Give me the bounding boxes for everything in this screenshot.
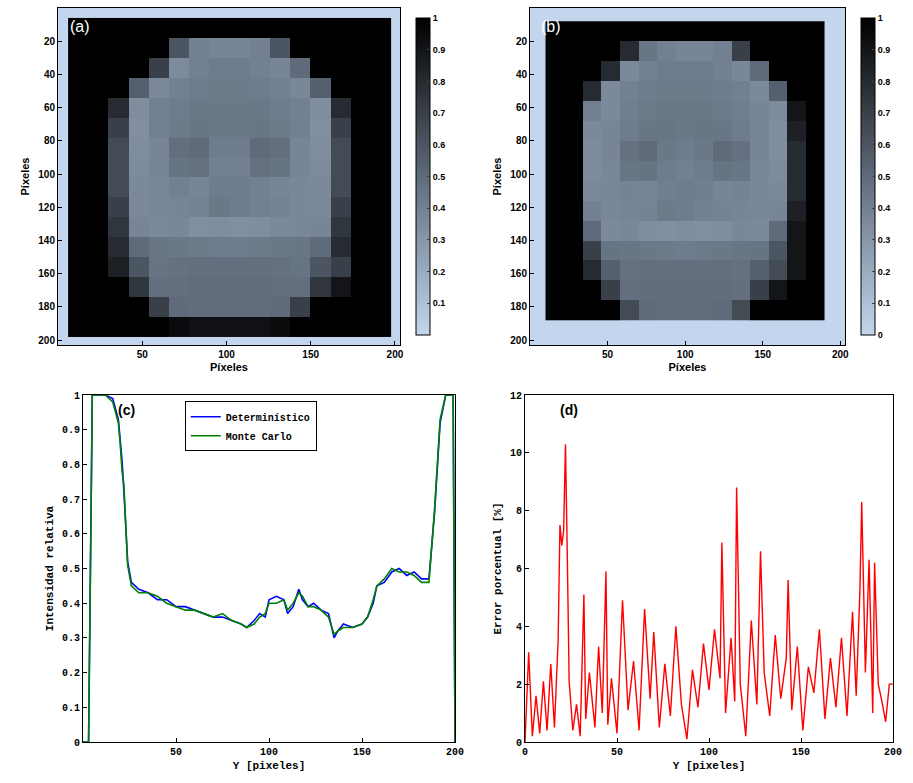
svg-text:0: 0	[522, 747, 528, 758]
svg-text:0: 0	[74, 738, 80, 749]
svg-text:Píxeles: Píxeles	[491, 158, 503, 196]
svg-text:0.9: 0.9	[62, 425, 80, 436]
svg-text:50: 50	[170, 747, 182, 758]
svg-text:1: 1	[74, 391, 80, 402]
svg-text:80: 80	[44, 135, 56, 146]
svg-text:0.1: 0.1	[62, 703, 80, 714]
svg-text:0.3: 0.3	[878, 235, 891, 245]
svg-text:Error porcentual [%]: Error porcentual [%]	[492, 502, 504, 634]
svg-text:60: 60	[44, 102, 56, 113]
svg-text:160: 160	[510, 268, 527, 279]
svg-text:0.4: 0.4	[878, 203, 891, 213]
svg-text:150: 150	[754, 349, 771, 360]
svg-text:150: 150	[353, 747, 371, 758]
svg-text:Y [pixeles]: Y [pixeles]	[673, 760, 746, 772]
svg-text:12: 12	[510, 391, 522, 402]
svg-text:200: 200	[446, 747, 464, 758]
svg-text:1: 1	[878, 13, 883, 23]
svg-text:0: 0	[516, 738, 522, 749]
svg-text:0.8: 0.8	[433, 77, 446, 87]
svg-text:0.7: 0.7	[62, 495, 80, 506]
svg-text:0: 0	[878, 330, 883, 340]
svg-text:0.1: 0.1	[433, 298, 446, 308]
svg-text:50: 50	[137, 349, 149, 360]
svg-text:100: 100	[38, 169, 55, 180]
svg-text:100: 100	[260, 747, 278, 758]
svg-text:10: 10	[510, 448, 522, 459]
svg-text:100: 100	[700, 747, 718, 758]
svg-text:120: 120	[38, 202, 55, 213]
svg-text:0.6: 0.6	[433, 140, 446, 150]
svg-text:0.2: 0.2	[878, 267, 891, 277]
svg-text:(b): (b)	[541, 18, 561, 35]
svg-text:100: 100	[677, 349, 694, 360]
svg-text:Monte Carlo: Monte Carlo	[226, 432, 292, 443]
svg-text:0.3: 0.3	[433, 235, 446, 245]
svg-text:0.9: 0.9	[878, 45, 891, 55]
svg-text:140: 140	[510, 235, 527, 246]
svg-text:20: 20	[44, 36, 56, 47]
svg-text:160: 160	[38, 268, 55, 279]
svg-text:(a): (a)	[70, 18, 90, 35]
svg-text:8: 8	[516, 506, 522, 517]
svg-text:100: 100	[218, 349, 235, 360]
svg-text:140: 140	[38, 235, 55, 246]
svg-text:1: 1	[433, 13, 438, 23]
svg-text:0.5: 0.5	[878, 172, 891, 182]
svg-text:0.5: 0.5	[433, 172, 446, 182]
svg-text:0.8: 0.8	[62, 460, 80, 471]
svg-text:180: 180	[510, 301, 527, 312]
svg-text:50: 50	[602, 349, 614, 360]
svg-text:Píxeles: Píxeles	[210, 361, 248, 373]
svg-text:2: 2	[516, 680, 522, 691]
svg-text:Y [pixeles]: Y [pixeles]	[233, 760, 306, 772]
svg-text:200: 200	[884, 747, 902, 758]
svg-text:4: 4	[516, 622, 522, 633]
svg-text:150: 150	[302, 349, 319, 360]
svg-text:60: 60	[516, 102, 528, 113]
svg-text:0.7: 0.7	[433, 108, 446, 118]
svg-text:100: 100	[510, 169, 527, 180]
svg-text:0.3: 0.3	[62, 633, 80, 644]
svg-text:0.4: 0.4	[433, 203, 446, 213]
svg-text:0.6: 0.6	[62, 529, 80, 540]
svg-text:20: 20	[516, 36, 528, 47]
svg-text:0.6: 0.6	[878, 140, 891, 150]
svg-text:6: 6	[516, 564, 522, 575]
svg-text:200: 200	[832, 349, 849, 360]
svg-text:0.5: 0.5	[62, 564, 80, 575]
svg-text:0.2: 0.2	[433, 267, 446, 277]
svg-text:(c): (c)	[118, 402, 135, 418]
svg-text:150: 150	[792, 747, 810, 758]
svg-text:40: 40	[516, 69, 528, 80]
svg-text:0.8: 0.8	[878, 77, 891, 87]
svg-text:0.2: 0.2	[62, 668, 80, 679]
svg-text:Píxeles: Píxeles	[19, 158, 31, 196]
svg-text:0.7: 0.7	[878, 108, 891, 118]
svg-text:Píxeles: Píxeles	[669, 361, 707, 373]
svg-text:180: 180	[38, 301, 55, 312]
svg-text:80: 80	[516, 135, 528, 146]
svg-text:Intensidad relativa: Intensidad relativa	[44, 505, 56, 631]
svg-text:0.1: 0.1	[878, 298, 891, 308]
svg-text:200: 200	[387, 349, 404, 360]
svg-text:50: 50	[611, 747, 623, 758]
svg-text:200: 200	[510, 335, 527, 346]
svg-text:40: 40	[44, 69, 56, 80]
svg-text:Determinístico: Determinístico	[226, 413, 310, 424]
svg-text:(d): (d)	[560, 402, 578, 418]
svg-text:0.4: 0.4	[62, 599, 80, 610]
svg-text:120: 120	[510, 202, 527, 213]
svg-text:200: 200	[38, 335, 55, 346]
svg-text:0.9: 0.9	[433, 45, 446, 55]
